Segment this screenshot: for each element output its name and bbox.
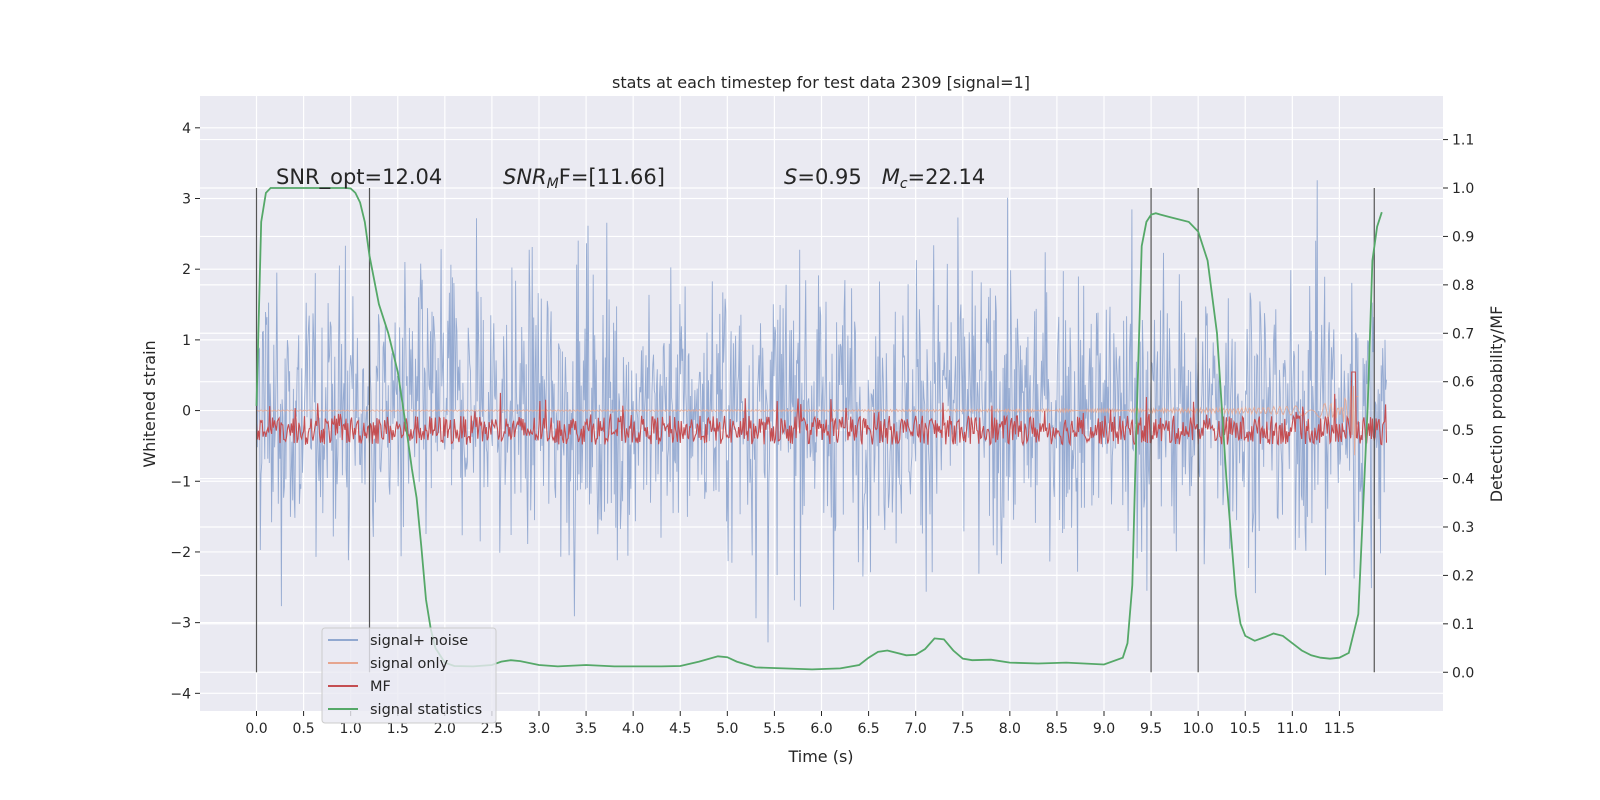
y-tick-label: −4 xyxy=(170,686,191,702)
x-tick-label: 10.5 xyxy=(1230,721,1261,737)
y-tick-label: −1 xyxy=(170,474,191,490)
legend-label-mf: MF xyxy=(370,679,391,695)
x-tick-label: 1.5 xyxy=(387,721,409,737)
y-tick-label: −2 xyxy=(170,545,191,561)
y2-tick-label: 0.7 xyxy=(1452,326,1474,342)
chart-title: stats at each timestep for test data 230… xyxy=(612,73,1030,92)
x-tick-label: 6.0 xyxy=(810,721,832,737)
series-signal-only xyxy=(256,385,1359,456)
x-tick-label: 7.0 xyxy=(905,721,927,737)
x-tick-label: 1.0 xyxy=(340,721,362,737)
y-axis-ticks: 4 3 2 1 0 −1 −2 −3 −4 xyxy=(170,121,200,702)
y-tick-label: 0 xyxy=(182,404,191,420)
legend-box xyxy=(321,627,497,724)
x-axis-label: Time (s) xyxy=(787,747,853,766)
x-tick-label: 6.5 xyxy=(857,721,879,737)
x-tick-label: 8.5 xyxy=(1046,721,1068,737)
signal-statistics-line xyxy=(255,187,1383,671)
y2-tick-label: 0.9 xyxy=(1452,229,1474,245)
legend-label-signal-only: signal only xyxy=(370,656,449,672)
x-tick-label: 4.0 xyxy=(622,721,644,737)
y-tick-label: 4 xyxy=(182,121,191,137)
x-tick-label: 8.0 xyxy=(999,721,1021,737)
x-axis-ticks: 0.0 0.5 1.0 1.5 2.0 2.5 3.0 3.5 4.0 4.5 5.0 5.5 6.0 6… xyxy=(245,711,1355,737)
x-tick-label: 11.0 xyxy=(1277,721,1308,737)
y-tick-label: 3 xyxy=(182,192,191,208)
x-tick-label: 3.0 xyxy=(528,721,550,737)
y2-tick-label: 0.4 xyxy=(1452,472,1474,488)
y2-tick-label: 0.6 xyxy=(1452,375,1474,391)
legend-label-signal-statistics: signal statistics xyxy=(370,702,482,718)
x-tick-label: 9.5 xyxy=(1140,721,1162,737)
series-signal-statistics xyxy=(255,187,1383,671)
y2-tick-label: 0.8 xyxy=(1452,278,1474,294)
y-tick-label: 1 xyxy=(182,333,191,349)
x-tick-label: 2.5 xyxy=(481,721,503,737)
snr-mf-suffix: F=[11.66] xyxy=(559,165,665,189)
mc-sub: c xyxy=(900,176,908,192)
x-tick-label: 0.5 xyxy=(292,721,314,737)
x-tick-label: 11.5 xyxy=(1324,721,1355,737)
x-tick-label: 2.0 xyxy=(434,721,456,737)
x-tick-label: 3.5 xyxy=(575,721,597,737)
snr-mf-sub: M xyxy=(547,176,559,192)
annotation-snr-opt: SNR_opt=12.04 xyxy=(276,165,442,190)
signal-only-trace xyxy=(256,385,1359,456)
annotation-snr-mf: SNRMF=[11.66] xyxy=(503,165,665,192)
y2-tick-label: 0.3 xyxy=(1452,520,1474,536)
x-tick-label: 5.5 xyxy=(763,721,785,737)
y2-axis-ticks: 1.1 1.0 0.9 0.8 0.7 0.6 0.5 0.4 0.3 0.2 0.1 0.0 xyxy=(1443,133,1474,681)
x-tick-label: 7.5 xyxy=(952,721,974,737)
y-tick-label: 2 xyxy=(182,262,191,278)
y2-axis-label: Detection probability/MF xyxy=(1487,306,1506,503)
y2-tick-label: 0.0 xyxy=(1452,665,1474,681)
x-tick-label: 0.0 xyxy=(245,721,267,737)
s-label: S xyxy=(784,165,797,189)
y2-tick-label: 1.0 xyxy=(1452,181,1474,197)
snr-mf-prefix: SNR xyxy=(503,165,547,189)
y2-tick-label: 1.1 xyxy=(1452,133,1474,149)
legend: signal+ noise signal only MF signal stat… xyxy=(321,627,497,724)
x-tick-label: 5.0 xyxy=(716,721,738,737)
s-value: =0.95 xyxy=(797,165,861,189)
x-tick-label: 9.0 xyxy=(1093,721,1115,737)
annotation-s-mc: S=0.95 Mc=22.14 xyxy=(784,165,985,192)
x-tick-label: 10.0 xyxy=(1183,721,1214,737)
legend-label-signal-noise: signal+ noise xyxy=(370,633,468,649)
x-tick-label: 4.5 xyxy=(669,721,691,737)
y-tick-label: −3 xyxy=(170,616,191,632)
y-axis-label: Whitened strain xyxy=(140,340,159,467)
y2-tick-label: 0.2 xyxy=(1452,568,1474,584)
mc-label: M xyxy=(882,165,900,189)
y2-tick-label: 0.1 xyxy=(1452,617,1474,633)
vertical-markers xyxy=(255,188,1375,673)
y2-tick-label: 0.5 xyxy=(1452,423,1474,439)
mc-value: =22.14 xyxy=(908,165,986,189)
